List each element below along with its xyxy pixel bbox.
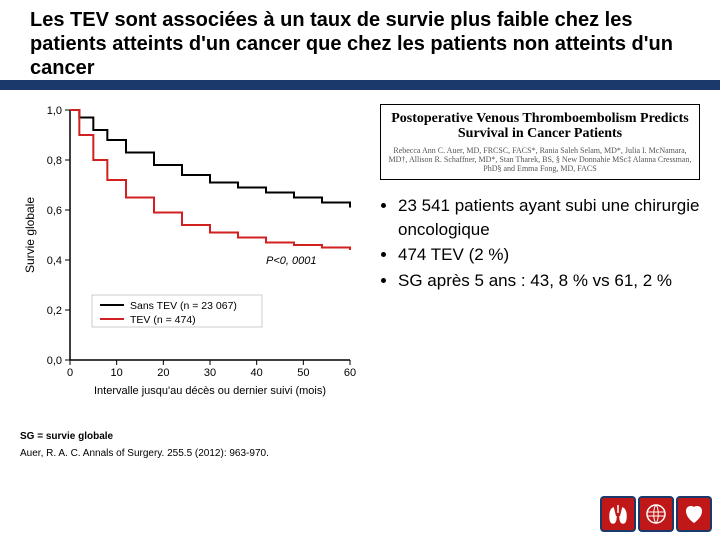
citation-title: Postoperative Venous Thromboembolism Pre…: [387, 111, 693, 142]
svg-text:P<0, 0001: P<0, 0001: [266, 255, 316, 267]
svg-text:40: 40: [251, 367, 263, 379]
svg-text:0,6: 0,6: [47, 205, 62, 217]
svg-text:Survie globale: Survie globale: [23, 197, 37, 273]
svg-text:50: 50: [297, 367, 309, 379]
bullet-item: SG après 5 ans : 43, 8 % vs 61, 2 %: [398, 269, 700, 293]
svg-text:Intervalle jusqu'au décès ou d: Intervalle jusqu'au décès ou dernier sui…: [94, 385, 326, 397]
lung-logo-icon: [600, 496, 636, 532]
svg-text:60: 60: [344, 367, 356, 379]
svg-text:10: 10: [111, 367, 123, 379]
svg-text:TEV (n = 474): TEV (n = 474): [130, 314, 196, 326]
svg-text:0,4: 0,4: [47, 255, 62, 267]
footnote-citation: Auer, R. A. C. Annals of Surgery. 255.5 …: [20, 448, 720, 459]
svg-text:20: 20: [157, 367, 169, 379]
chart-column: 0,0 0,2 0,4 0,6 0,8 1,0 0 10 20 30 40 50 60 Survie gl…: [20, 100, 370, 405]
svg-text:0,0: 0,0: [47, 355, 62, 367]
heart-logo-icon: [676, 496, 712, 532]
bullet-item: 23 541 patients ayant subi une chirurgie…: [398, 194, 700, 242]
title-bar: [0, 80, 720, 90]
svg-text:0,8: 0,8: [47, 155, 62, 167]
page-title: Les TEV sont associées à un taux de surv…: [0, 0, 720, 80]
survival-chart: 0,0 0,2 0,4 0,6 0,8 1,0 0 10 20 30 40 50 60 Survie gl…: [20, 100, 360, 400]
content-area: 0,0 0,2 0,4 0,6 0,8 1,0 0 10 20 30 40 50 60 Survie gl…: [0, 90, 720, 415]
svg-text:Sans TEV (n = 23 067): Sans TEV (n = 23 067): [130, 300, 237, 312]
citation-box: Postoperative Venous Thromboembolism Pre…: [380, 104, 700, 180]
svg-text:30: 30: [204, 367, 216, 379]
citation-authors: Rebecca Ann C. Auer, MD, FRCSC, FACS*, R…: [387, 146, 693, 173]
logo-row: [600, 496, 712, 532]
svg-text:1,0: 1,0: [47, 105, 62, 117]
footnote-abbrev: SG = survie globale: [20, 431, 720, 442]
vessel-logo-icon: [638, 496, 674, 532]
svg-text:0: 0: [67, 367, 73, 379]
svg-text:0,2: 0,2: [47, 305, 62, 317]
bullet-list: 23 541 patients ayant subi une chirurgie…: [380, 194, 700, 293]
right-column: Postoperative Venous Thromboembolism Pre…: [380, 100, 700, 405]
bullet-item: 474 TEV (2 %): [398, 243, 700, 267]
